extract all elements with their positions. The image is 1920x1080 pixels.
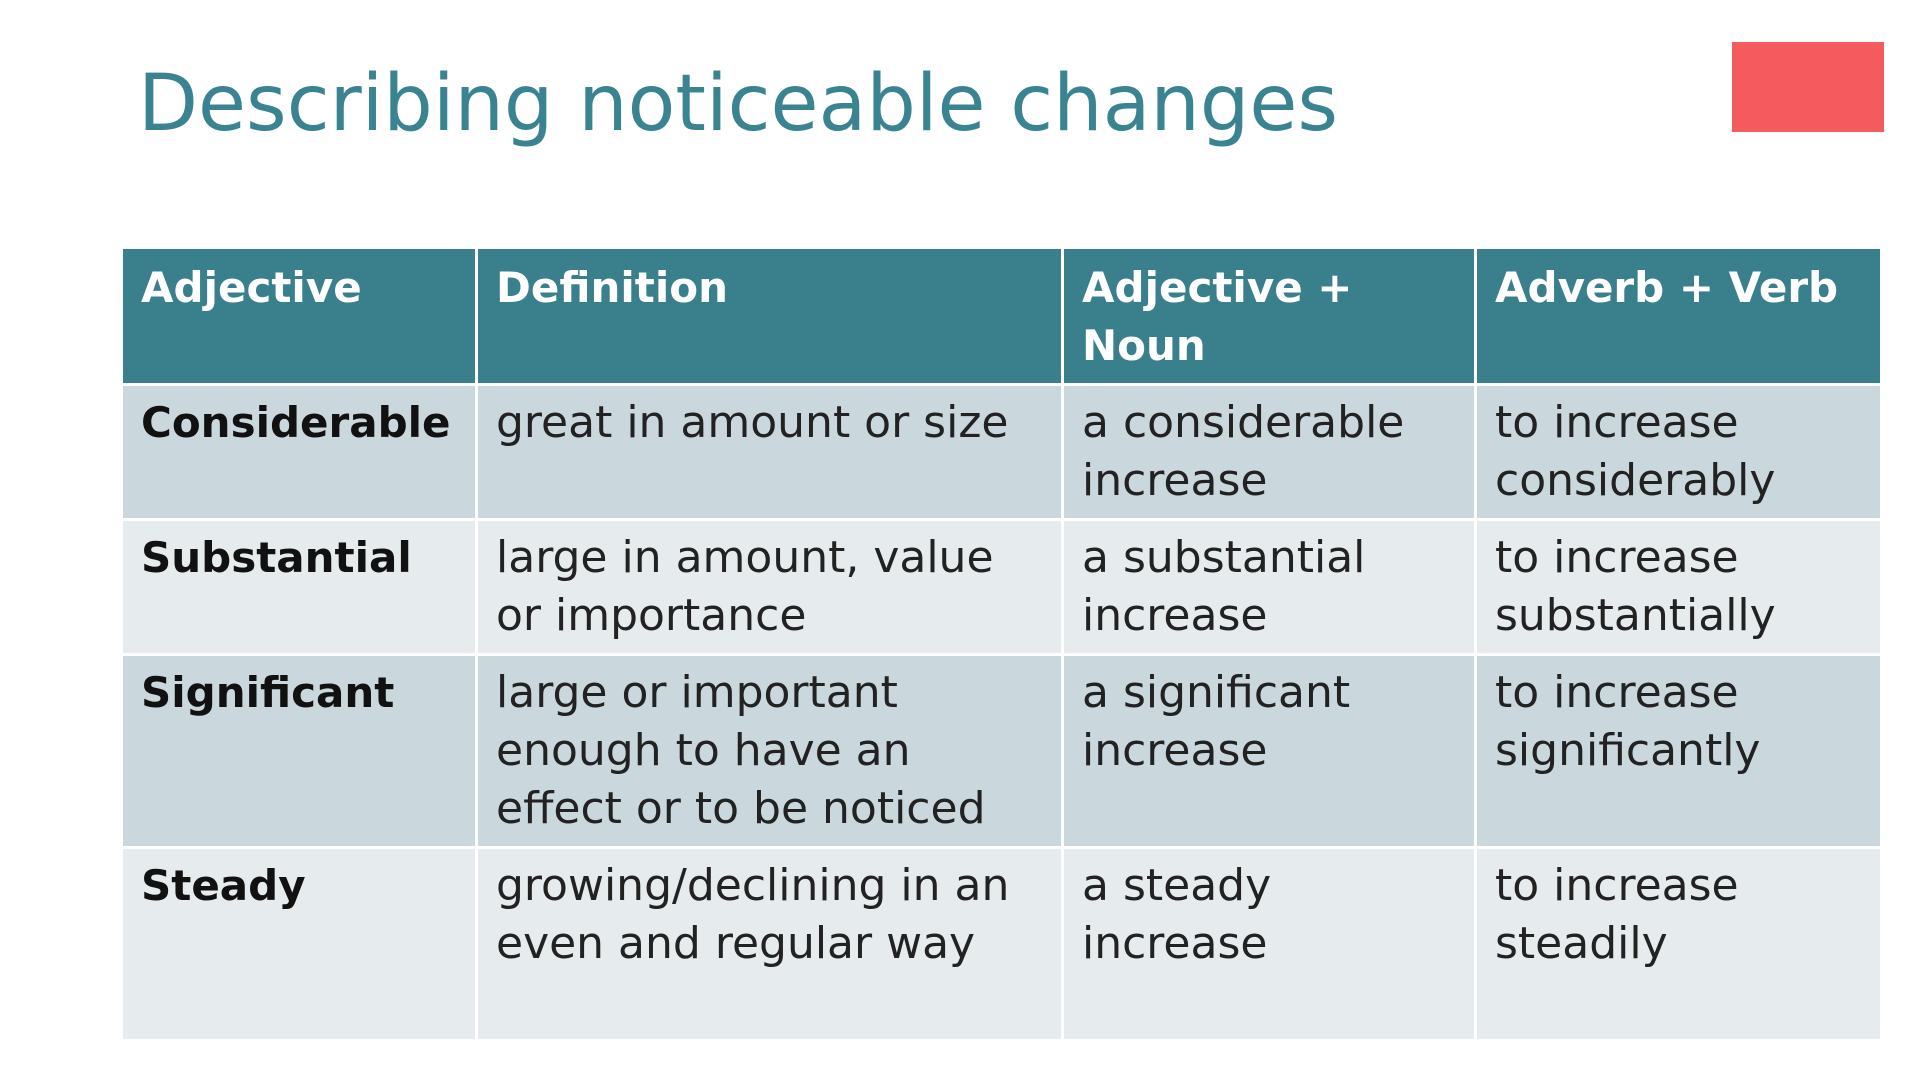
- cell-adjective-noun: a considerable increase: [1064, 386, 1474, 518]
- header-adjective: Adjective: [123, 249, 475, 383]
- cell-definition: growing/declining in an even and regular…: [478, 849, 1061, 1039]
- accent-block: [1732, 42, 1884, 132]
- table-row: Considerable great in amount or size a c…: [123, 386, 1880, 518]
- table-row: Substantial large in amount, value or im…: [123, 521, 1880, 653]
- table-row: Significant large or important enough to…: [123, 656, 1880, 846]
- header-adverb-verb: Adverb + Verb: [1477, 249, 1880, 383]
- cell-adjective-noun: a significant increase: [1064, 656, 1474, 846]
- vocabulary-table: Adjective Definition Adjective + Noun Ad…: [120, 246, 1883, 1042]
- cell-adjective-noun: a steady increase: [1064, 849, 1474, 1039]
- cell-adverb-verb: to increase substantially: [1477, 521, 1880, 653]
- cell-adverb-verb: to increase steadily: [1477, 849, 1880, 1039]
- slide-title: Describing noticeable changes: [138, 59, 1338, 149]
- cell-adjective: Steady: [123, 849, 475, 1039]
- cell-adjective: Significant: [123, 656, 475, 846]
- cell-adjective: Substantial: [123, 521, 475, 653]
- table-row: Steady growing/declining in an even and …: [123, 849, 1880, 1039]
- header-adjective-noun: Adjective + Noun: [1064, 249, 1474, 383]
- cell-adjective-noun: a substantial increase: [1064, 521, 1474, 653]
- cell-definition: large in amount, value or importance: [478, 521, 1061, 653]
- cell-definition: large or important enough to have an eff…: [478, 656, 1061, 846]
- cell-adverb-verb: to increase significantly: [1477, 656, 1880, 846]
- cell-adjective: Considerable: [123, 386, 475, 518]
- cell-adverb-verb: to increase considerably: [1477, 386, 1880, 518]
- header-definition: Definition: [478, 249, 1061, 383]
- table-header-row: Adjective Definition Adjective + Noun Ad…: [123, 249, 1880, 383]
- cell-definition: great in amount or size: [478, 386, 1061, 518]
